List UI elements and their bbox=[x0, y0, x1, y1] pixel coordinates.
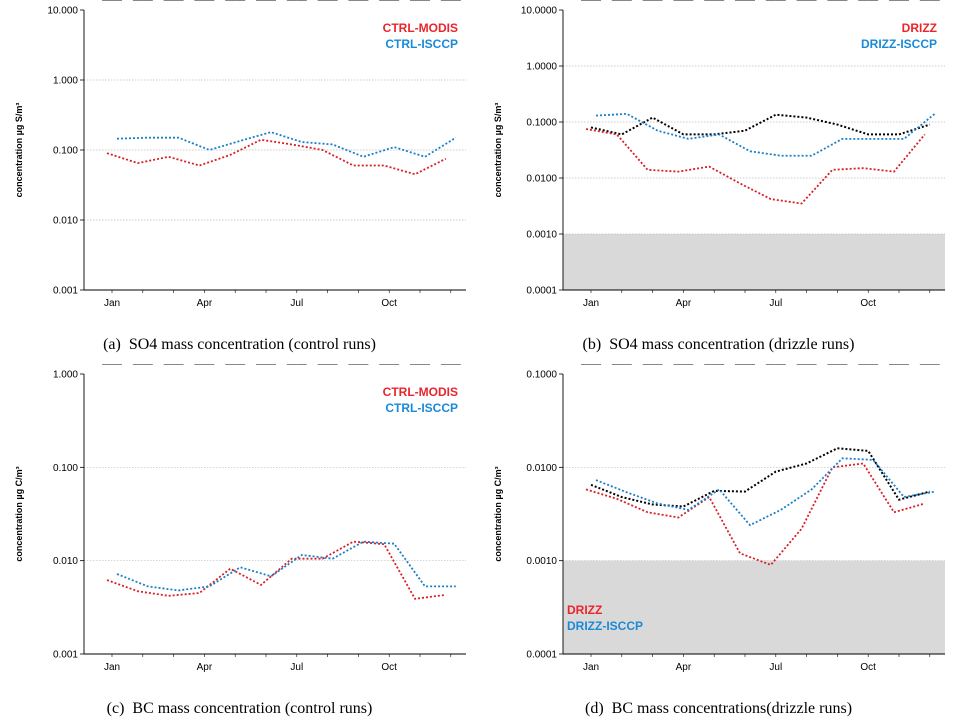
reference-line bbox=[590, 447, 931, 508]
y-tick-label: 1.000 bbox=[53, 370, 78, 381]
legend-entry: CTRL-ISCCP bbox=[385, 37, 458, 51]
x-tick-label: Oct bbox=[860, 298, 876, 309]
legend-entry: CTRL-MODIS bbox=[383, 21, 458, 35]
reference-line bbox=[590, 113, 931, 136]
shaded-region bbox=[563, 560, 945, 654]
y-tick-label: 0.0100 bbox=[526, 463, 557, 474]
panel-a: 0.001 0.010 0.100 1.000 10.000 Jan Apr Jul Oct co… bbox=[0, 0, 479, 363]
y-tick-label: 0.100 bbox=[53, 463, 78, 474]
caption-d: (d) BC mass concentrations(drizzle runs) bbox=[479, 700, 958, 718]
caption-c-text: (c) BC mass concentration (control runs) bbox=[106, 700, 373, 717]
y-axis-label: concentration µg C/m³ bbox=[493, 466, 503, 561]
x-tick-label: Apr bbox=[197, 298, 213, 309]
caption-d-text: (d) BC mass concentrations(drizzle runs) bbox=[584, 700, 853, 717]
y-tick-label: 0.001 bbox=[53, 286, 78, 297]
series-median-line bbox=[106, 138, 447, 176]
x-tick-label: Jul bbox=[290, 662, 303, 673]
y-tick-label: 1.0000 bbox=[526, 62, 557, 73]
caption-a: (a) SO4 mass concentration (control runs… bbox=[0, 336, 479, 354]
y-tick-label: 10.000 bbox=[47, 6, 78, 17]
y-axis-label: concentration µg S/m³ bbox=[493, 103, 503, 198]
caption-a-text: (a) SO4 mass concentration (control runs… bbox=[103, 336, 376, 353]
y-tick-label: 10.0000 bbox=[521, 6, 558, 17]
legend-entry: DRIZZ-ISCCP bbox=[861, 37, 937, 51]
legend-entry: DRIZZ bbox=[902, 21, 937, 35]
y-tick-label: 0.0010 bbox=[526, 230, 557, 241]
chart-c: 0.001 0.010 0.100 1.000 Jan Apr Jul Oct concentr… bbox=[14, 364, 466, 673]
y-tick-label: 0.010 bbox=[53, 216, 78, 227]
series-median-line bbox=[585, 462, 926, 567]
x-tick-label: Jan bbox=[583, 662, 599, 673]
panel-c: 0.001 0.010 0.100 1.000 Jan Apr Jul Oct concentr… bbox=[0, 364, 479, 727]
caption-c: (c) BC mass concentration (control runs) bbox=[0, 700, 479, 718]
y-tick-label: 0.1000 bbox=[526, 118, 557, 129]
series-median-line bbox=[116, 131, 457, 158]
y-tick-label: 1.000 bbox=[53, 76, 78, 87]
series-median-line bbox=[595, 457, 935, 527]
x-tick-label: Jul bbox=[290, 298, 303, 309]
panel-d: 0.0001 0.0010 0.0100 0.1000 Jan Apr Jul Oct conc… bbox=[479, 364, 958, 727]
y-axis-label: concentration µg S/m³ bbox=[14, 103, 24, 198]
x-tick-label: Oct bbox=[381, 662, 397, 673]
chart-b: 0.0001 0.0010 0.0100 0.1000 1.0000 10.0000 Jan… bbox=[493, 0, 945, 309]
series-median-line bbox=[106, 540, 446, 600]
x-tick-label: Jul bbox=[769, 662, 782, 673]
series-median-line bbox=[116, 540, 456, 592]
legend-entry: CTRL-ISCCP bbox=[385, 401, 458, 415]
x-tick-label: Apr bbox=[676, 662, 692, 673]
series-median-line bbox=[585, 128, 926, 205]
caption-b-text: (b) SO4 mass concentration (drizzle runs… bbox=[582, 336, 855, 353]
x-tick-label: Apr bbox=[197, 662, 213, 673]
x-tick-label: Jan bbox=[104, 298, 120, 309]
y-tick-label: 0.0100 bbox=[526, 174, 557, 185]
legend-entry: DRIZZ-ISCCP bbox=[567, 619, 643, 633]
chart-d: 0.0001 0.0010 0.0100 0.1000 Jan Apr Jul Oct conc… bbox=[493, 364, 945, 673]
x-tick-label: Apr bbox=[676, 298, 692, 309]
y-axis-label: concentration µg C/m³ bbox=[14, 466, 24, 561]
y-tick-label: 0.1000 bbox=[526, 370, 557, 381]
y-tick-label: 0.0001 bbox=[526, 650, 557, 661]
y-tick-label: 0.0010 bbox=[526, 556, 557, 567]
x-tick-label: Jul bbox=[769, 298, 782, 309]
y-tick-label: 0.0001 bbox=[526, 286, 557, 297]
chart-a: 0.001 0.010 0.100 1.000 10.000 Jan Apr Jul Oct co… bbox=[14, 0, 466, 309]
shaded-region bbox=[563, 234, 945, 290]
legend-entry: DRIZZ bbox=[567, 603, 602, 617]
y-tick-label: 0.010 bbox=[53, 556, 78, 567]
y-tick-label: 0.100 bbox=[53, 146, 78, 157]
x-tick-label: Oct bbox=[381, 298, 397, 309]
x-tick-label: Jan bbox=[104, 662, 120, 673]
y-tick-label: 0.001 bbox=[53, 650, 78, 661]
series-median-line bbox=[595, 112, 936, 157]
legend-entry: CTRL-MODIS bbox=[383, 385, 458, 399]
panel-b: 0.0001 0.0010 0.0100 0.1000 1.0000 10.0000 Jan… bbox=[479, 0, 958, 363]
caption-b: (b) SO4 mass concentration (drizzle runs… bbox=[479, 336, 958, 354]
x-tick-label: Jan bbox=[583, 298, 599, 309]
x-tick-label: Oct bbox=[860, 662, 876, 673]
